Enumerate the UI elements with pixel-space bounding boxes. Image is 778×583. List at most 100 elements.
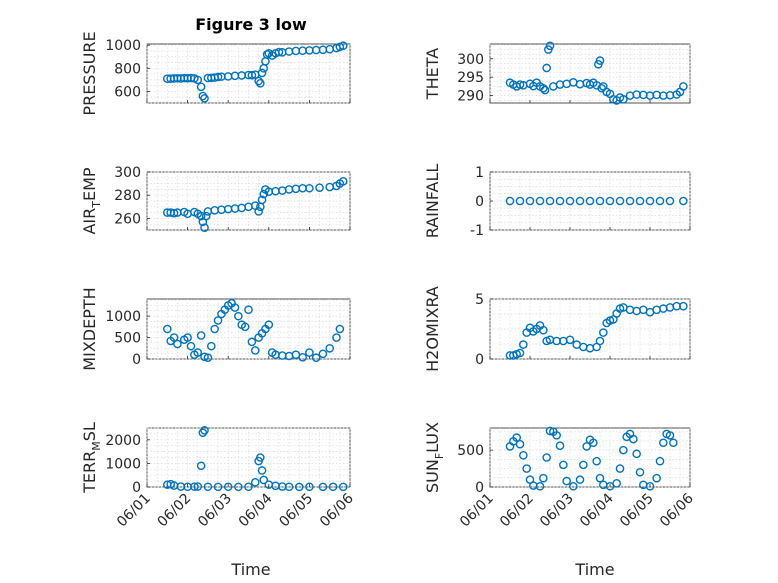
data-point <box>169 333 179 342</box>
data-point <box>311 353 321 363</box>
data-point <box>635 196 645 206</box>
data-point <box>335 324 345 334</box>
data-point <box>595 473 605 483</box>
data-point <box>545 41 555 51</box>
data-series <box>162 426 348 492</box>
data-point <box>254 76 263 86</box>
y-axis-label-part: M <box>90 441 103 451</box>
y-axis-label: SUNFLUX <box>423 422 446 493</box>
data-point <box>213 72 223 82</box>
y-axis-label-part: LUX <box>423 422 442 453</box>
data-point <box>655 456 665 466</box>
data-point <box>325 343 335 353</box>
data-point <box>196 331 206 340</box>
data-point <box>542 63 551 73</box>
data-point <box>585 196 595 206</box>
data-point <box>555 441 565 451</box>
data-point <box>338 176 348 186</box>
x-tick-label: 06/06 <box>657 490 697 530</box>
data-point <box>619 95 628 104</box>
data-point <box>234 311 243 321</box>
data-series <box>505 426 678 491</box>
figure-title: Figure 3 low <box>195 15 307 34</box>
subplot-3: 260 280 300 AIRTEMP <box>80 165 351 235</box>
data-point <box>250 477 260 487</box>
data-point <box>256 453 265 462</box>
data-point <box>569 481 578 491</box>
data-point <box>244 482 253 492</box>
data-point <box>565 335 575 345</box>
y-tick-label: 290 <box>457 89 484 105</box>
data-point <box>198 91 208 101</box>
data-point <box>619 445 628 455</box>
data-point <box>244 305 253 315</box>
data-point <box>264 320 274 330</box>
data-point <box>257 68 267 78</box>
y-axis-label: MIXDEPTH <box>80 287 99 370</box>
y-tick-label: 5 <box>475 292 484 308</box>
data-point <box>595 336 605 346</box>
data-point <box>615 196 625 206</box>
data-point <box>274 47 284 57</box>
subplot-5: 0 500 1000 MIXDEPTH <box>80 287 351 371</box>
data-point <box>552 431 561 440</box>
data-point <box>305 348 314 357</box>
data-point <box>575 196 585 206</box>
y-tick-label: 0 <box>475 194 484 210</box>
x-tick-label: 06/03 <box>195 491 235 531</box>
subplot-4: -1 0 1 RAINFALL <box>423 164 691 239</box>
data-series <box>162 298 345 363</box>
data-point <box>223 482 233 492</box>
subplot-8: 0 500 SUNFLUX 06/01 06/02 06/03 06/04 06/05 06/0… <box>423 422 697 530</box>
data-point <box>190 482 199 491</box>
y-tick-label: 0 <box>132 352 141 368</box>
y-axis-label-part: AIR <box>80 208 99 235</box>
data-point <box>645 196 655 206</box>
data-point <box>230 303 240 312</box>
y-tick-label: 1000 <box>105 456 141 472</box>
data-point <box>659 438 668 448</box>
x-tick-label: 06/01 <box>457 491 497 531</box>
data-point <box>632 449 641 459</box>
data-point <box>519 450 528 460</box>
y-axis-label-part: THETA <box>423 48 442 100</box>
data-point <box>254 207 263 216</box>
y-tick-label: 800 <box>114 61 141 77</box>
data-point <box>515 80 525 89</box>
y-tick-label: 500 <box>114 331 141 347</box>
y-axis-label-part: PRESSURE <box>80 31 99 115</box>
data-point <box>679 301 688 311</box>
data-point <box>542 453 551 462</box>
data-point <box>200 94 209 103</box>
y-axis-label: AIRTEMP <box>80 167 103 234</box>
data-point <box>540 85 550 95</box>
data-series <box>162 41 348 103</box>
x-tick-label: 06/06 <box>317 490 357 530</box>
x-tick-label: 06/05 <box>617 491 657 531</box>
data-point <box>545 196 555 206</box>
data-point <box>539 83 548 93</box>
data-point <box>669 438 678 448</box>
data-point <box>605 196 615 206</box>
y-axis-label: RAINFALL <box>423 164 442 239</box>
y-tick-label: 1 <box>475 165 484 181</box>
data-point <box>655 196 665 206</box>
data-point <box>315 183 324 192</box>
data-point <box>625 196 635 206</box>
y-tick-label: 260 <box>114 211 141 227</box>
data-point <box>592 456 601 466</box>
x-axis-label-left: Time <box>230 560 270 579</box>
y-tick-label: 280 <box>114 188 141 204</box>
data-point <box>234 482 243 492</box>
data-point <box>338 482 348 492</box>
data-point <box>652 473 661 483</box>
data-point <box>612 479 621 488</box>
data-point <box>200 352 209 362</box>
y-tick-label: 500 <box>457 443 484 459</box>
y-tick-label: 2000 <box>105 433 141 449</box>
data-point <box>162 324 172 334</box>
data-point <box>193 348 203 357</box>
